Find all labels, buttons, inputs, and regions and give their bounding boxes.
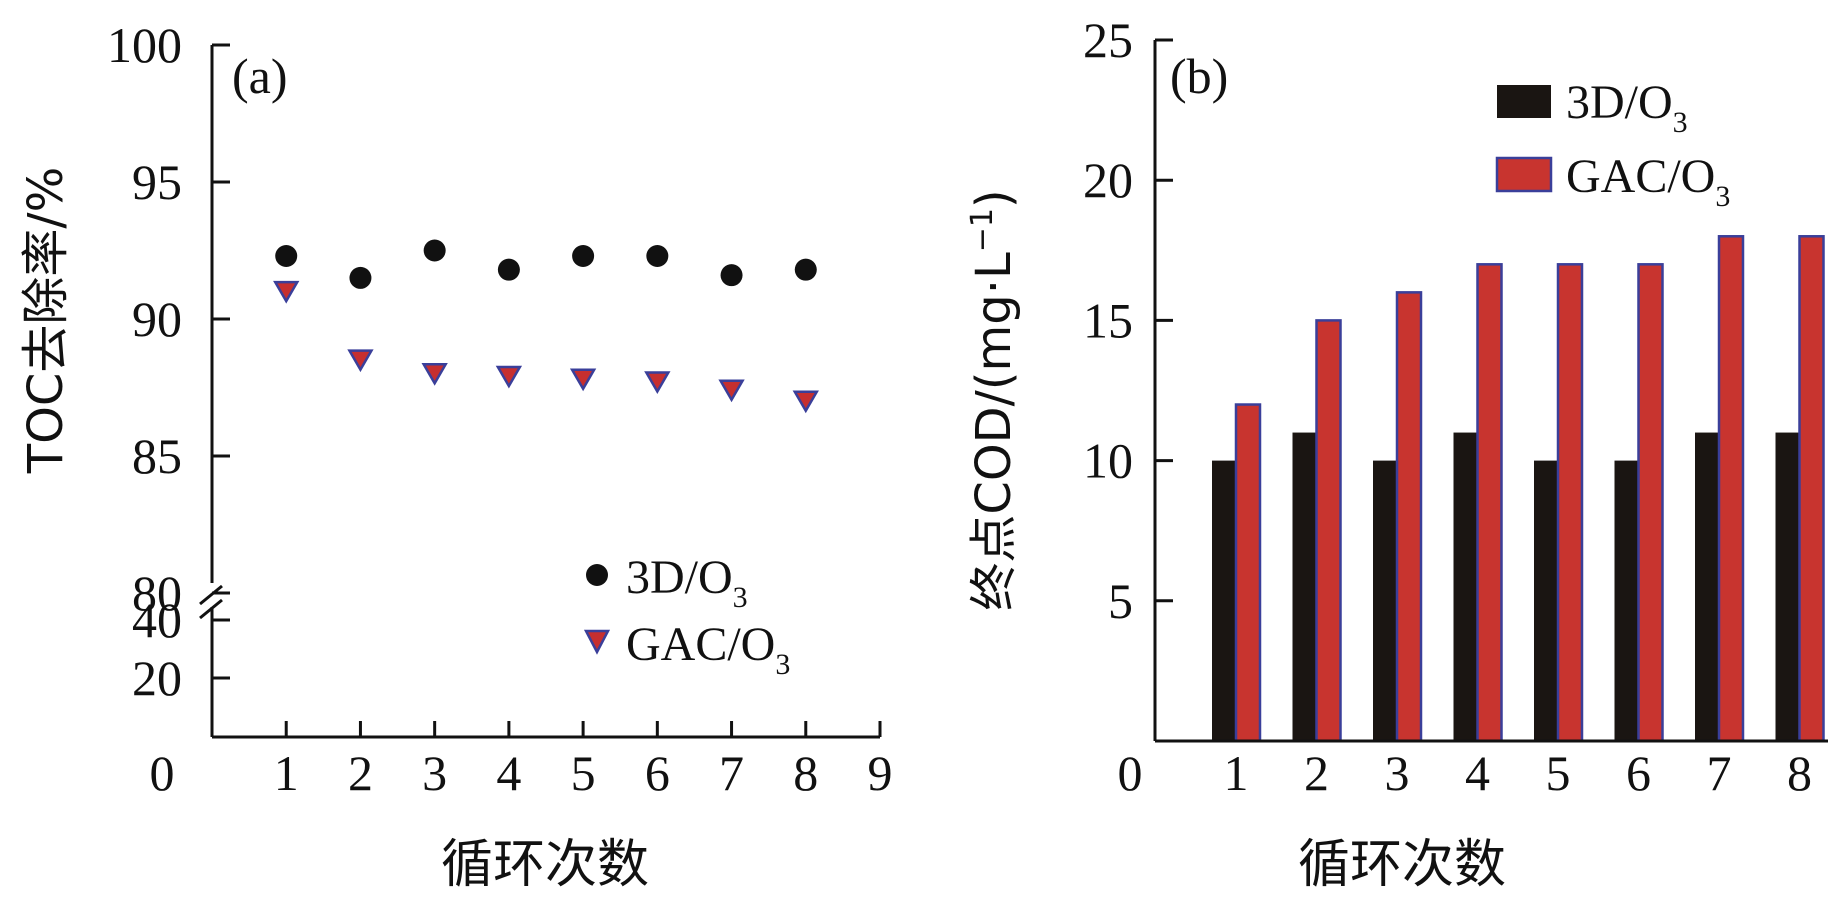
legend-3d-o3-circle-marker <box>586 564 608 586</box>
panel-b-bar-3d-o3 <box>1212 460 1236 741</box>
panel-b-bar-gac-o3 <box>1315 319 1342 743</box>
panel-a-x-tick-label: 0 <box>150 745 175 801</box>
panel-a-point-3d-o3 <box>794 258 817 281</box>
panel-a-x-tick-label: 8 <box>793 745 818 801</box>
panel-a-point-3d-o3 <box>497 258 520 281</box>
panel-b-bar-3d-o3 <box>1775 432 1800 741</box>
panel-b-bar-3d-o3 <box>1453 432 1478 741</box>
panel-b-axes <box>1153 40 1828 743</box>
panel-b-bar-gac-o3 <box>1234 403 1262 743</box>
panel-a-x-tick-label: 1 <box>274 745 299 801</box>
panel-b-y-tick-label: 15 <box>1083 292 1133 348</box>
panel-a-axis-break-mark <box>199 584 223 606</box>
panel-b-x-tick-label: 3 <box>1385 745 1410 801</box>
panel-b-y-tick-label: 20 <box>1083 152 1133 208</box>
panel-b-x-tick-label: 1 <box>1224 745 1249 801</box>
panel-a-point-gac-o3 <box>718 379 745 403</box>
panel-b-bars <box>1212 235 1825 743</box>
panel-b-bar-3d-o3 <box>1534 460 1558 741</box>
panel-a-point-3d-o3 <box>275 244 298 267</box>
legend-3d-o3-label: 3D/O3 <box>1566 76 1688 139</box>
panel-a-y-tick-label: 95 <box>132 154 182 210</box>
panel-a-point-gac-o3 <box>792 390 819 414</box>
panel-b-bar-gac-o3 <box>1556 263 1584 743</box>
panel-b-y-ticks: 25 20 15 10 5 <box>1083 12 1173 629</box>
panel-a-point-gac-o3 <box>644 371 671 395</box>
legend-gac-o3-label: GAC/O3 <box>626 618 790 681</box>
panel-b-x-tick-label: 8 <box>1787 745 1812 801</box>
legend-3d-o3-swatch <box>1497 85 1551 118</box>
panel-a-legend: 3D/O3 GAC/O3 <box>583 551 790 681</box>
panel-a-y-tick-label: 80 <box>132 565 182 621</box>
panel-a-data-points <box>273 239 819 414</box>
panel-a-point-3d-o3 <box>572 244 595 267</box>
panel-a-x-axis-label: 循环次数 <box>441 835 649 895</box>
panel-b-bar-gac-o3 <box>1798 235 1825 743</box>
panel-b-bar-gac-o3 <box>1717 235 1745 743</box>
panel-b-x-tick-label: 6 <box>1626 745 1651 801</box>
panel-b-x-axis-label: 循环次数 <box>1298 835 1506 895</box>
panel-a-x-tick-label: 5 <box>571 745 596 801</box>
panel-a-y-tick-label: 20 <box>132 650 182 706</box>
panel-b-bar-3d-o3 <box>1695 432 1719 741</box>
panel-b-y-tick-label: 10 <box>1083 433 1133 489</box>
panel-a-point-gac-o3 <box>273 280 300 304</box>
panel-a-point-gac-o3 <box>569 368 597 392</box>
panel-b-bar-gac-o3 <box>1476 263 1503 743</box>
panel-a-y-tick-label: 85 <box>132 428 182 484</box>
panel-a-x-tick-label: 6 <box>645 745 670 801</box>
panel-b-x-tick-label: 5 <box>1546 745 1571 801</box>
legend-3d-o3-label: 3D/O3 <box>626 551 748 614</box>
panel-b-bar-3d-o3 <box>1292 432 1317 741</box>
panel-b-bar-gac-o3 <box>1637 263 1664 743</box>
panel-a-y-tick-label: 90 <box>132 291 182 347</box>
panel-b-label: (b) <box>1170 48 1228 104</box>
panel-b-x-tick-label: 2 <box>1304 745 1329 801</box>
panel-b-y-tick-label: 25 <box>1083 12 1133 68</box>
panel-b-bar-gac-o3 <box>1395 291 1423 743</box>
panel-a-x-tick-label: 3 <box>422 745 447 801</box>
panel-a-y-tick-label: 100 <box>107 17 182 73</box>
panel-a-point-3d-o3 <box>646 244 669 267</box>
panel-a-point-3d-o3 <box>720 264 743 287</box>
panel-a-x-tick-label: 7 <box>719 745 744 801</box>
panel-b-y-axis-label: 终点COD/(mg·L−1) <box>965 189 1022 610</box>
panel-a-point-3d-o3 <box>423 239 446 262</box>
legend-gac-o3-triangle-marker <box>583 629 611 655</box>
panel-a-y-tick-label: 40 <box>132 592 182 648</box>
panel-b-x-tick-label: 7 <box>1707 745 1732 801</box>
panel-a-x-tick-label: 2 <box>348 745 373 801</box>
panel-a-axis-break-mark <box>199 598 223 620</box>
panel-a-x-tick-label: 4 <box>496 745 521 801</box>
panel-a-point-gac-o3 <box>347 349 374 373</box>
legend-gac-o3-label: GAC/O3 <box>1566 150 1730 213</box>
legend-gac-o3-swatch <box>1495 156 1553 193</box>
panel-b-x-tick-label: 0 <box>1118 745 1143 801</box>
panel-b-y-tick-label: 5 <box>1108 573 1133 629</box>
panel-b-x-tick-label: 4 <box>1465 745 1490 801</box>
panel-b-legend: 3D/O3 GAC/O3 <box>1495 76 1730 213</box>
panel-b-bar-3d-o3 <box>1373 460 1397 741</box>
panel-a-x-tick-label: 9 <box>868 745 893 801</box>
panel-a-point-gac-o3 <box>495 365 523 389</box>
panel-b-bar-3d-o3 <box>1614 460 1639 741</box>
panel-a-label: (a) <box>232 48 288 104</box>
panel-a-point-3d-o3 <box>349 266 372 289</box>
panel-a-y-axis-label: TOC去除率/% <box>18 167 74 474</box>
panel-a-axes <box>199 45 880 739</box>
panel-a-point-gac-o3 <box>421 363 448 386</box>
